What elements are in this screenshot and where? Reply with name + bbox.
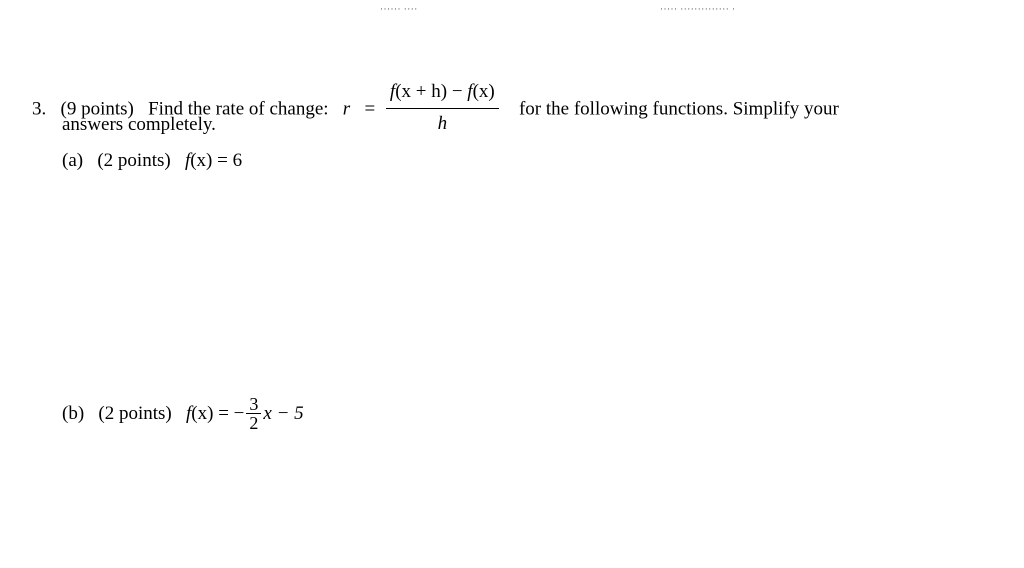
scan-artifact: ······ ···· bbox=[380, 4, 418, 14]
equals-sign: = bbox=[364, 98, 375, 119]
part-b-points: (2 points) bbox=[98, 403, 171, 424]
scan-artifact: ····· ·············· · bbox=[660, 4, 735, 14]
part-a-label: (a) bbox=[62, 150, 83, 171]
part-a-fn-arg: (x) = 6 bbox=[190, 150, 242, 171]
fraction-denominator: h bbox=[386, 109, 499, 139]
difference-quotient: f(x + h) − f(x) h bbox=[386, 78, 499, 138]
part-b-frac-num: 3 bbox=[246, 395, 261, 414]
part-b-frac-den: 2 bbox=[246, 414, 261, 434]
part-b-fraction: 3 2 bbox=[246, 395, 261, 434]
rate-var: r bbox=[343, 98, 350, 119]
question-number: 3. bbox=[32, 98, 46, 119]
part-b-fn-open: (x) = − bbox=[191, 403, 244, 424]
arg-xh: (x + h) − bbox=[395, 81, 467, 102]
part-a: (a) (2 points) f(x) = 6 bbox=[62, 150, 242, 172]
question-line-2: answers completely. bbox=[62, 114, 216, 136]
question-tail: for the following functions. Simplify yo… bbox=[519, 98, 839, 119]
part-b-label: (b) bbox=[62, 403, 84, 424]
page: { "artifacts": { "top_left": "······ ···… bbox=[0, 0, 1024, 568]
part-b: (b) (2 points) f(x) = − 3 2 x − 5 bbox=[62, 395, 304, 434]
part-a-points: (2 points) bbox=[97, 150, 170, 171]
part-b-fn-close: x − 5 bbox=[263, 403, 303, 424]
fraction-numerator: f(x + h) − f(x) bbox=[386, 78, 499, 109]
arg-x: (x) bbox=[473, 81, 495, 102]
